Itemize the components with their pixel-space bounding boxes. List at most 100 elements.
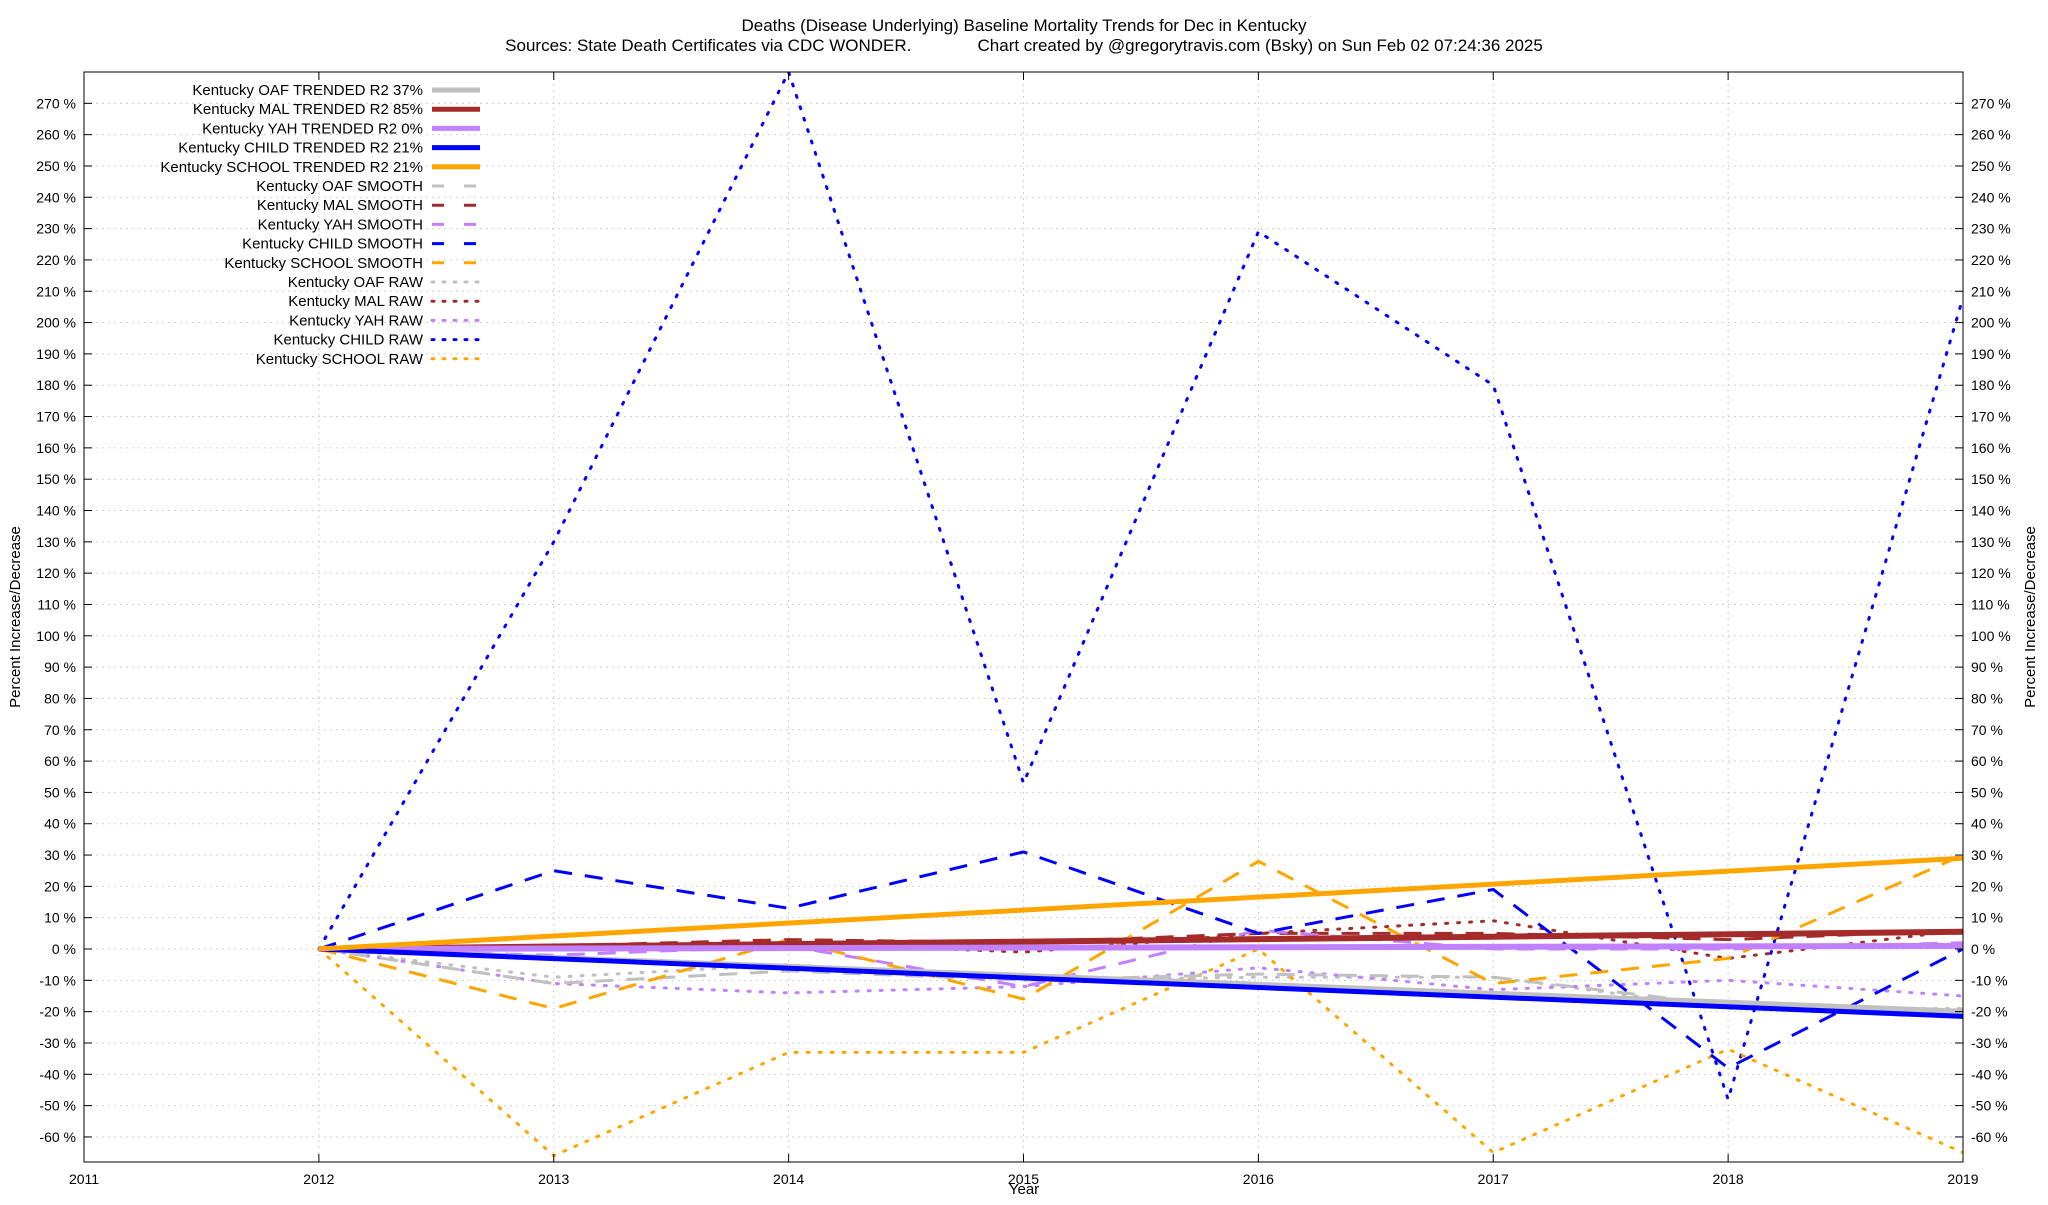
y-tick-label-right: 0 %: [1971, 941, 1995, 957]
y-tick-label-right: 160 %: [1971, 440, 2011, 456]
y-tick-label-left: -10 %: [39, 972, 76, 988]
x-tick-label: 2011: [69, 1171, 99, 1187]
y-tick-label-left: 160 %: [36, 440, 76, 456]
y-tick-label-left: 120 %: [36, 565, 76, 581]
x-axis-label: Year: [1009, 1181, 1039, 1198]
y-tick-label-right: 120 %: [1971, 565, 2011, 581]
legend-label: Kentucky CHILD RAW: [274, 332, 424, 349]
series-lines: [317, 72, 1963, 1158]
y-tick-label-right: 220 %: [1971, 252, 2011, 268]
y-tick-label-left: -30 %: [39, 1035, 76, 1051]
y-tick-label-right: -50 %: [1971, 1098, 2008, 1114]
series-line-14: [317, 947, 1963, 1158]
y-tick-label-left: 270 %: [36, 95, 76, 111]
y-tick-label-left: 80 %: [44, 690, 76, 706]
legend-label: Kentucky OAF SMOOTH: [256, 178, 423, 195]
y-tick-label-left: 140 %: [36, 503, 76, 519]
x-tick-label: 2018: [1713, 1171, 1744, 1187]
x-tick-label: 2017: [1478, 1171, 1509, 1187]
y-tick-label-left: 190 %: [36, 346, 76, 362]
y-tick-label-right: -10 %: [1971, 972, 2008, 988]
y-tick-label-right: 60 %: [1971, 753, 2003, 769]
x-tick-label: 2012: [303, 1171, 334, 1187]
legend-label: Kentucky CHILD SMOOTH: [242, 236, 423, 253]
legend-label: Kentucky YAH RAW: [289, 312, 424, 329]
y-tick-label-right: 250 %: [1971, 158, 2011, 174]
y-tick-label-left: -60 %: [39, 1129, 76, 1145]
chart-title: Deaths (Disease Underlying) Baseline Mor…: [741, 16, 1307, 35]
y-tick-label-left: 50 %: [44, 784, 76, 800]
y-tick-label-left: -20 %: [39, 1004, 76, 1020]
y-tick-label-left: 110 %: [37, 596, 76, 612]
y-tick-label-right: 190 %: [1971, 346, 2011, 362]
grid: [83, 72, 1964, 1162]
x-tick-label: 2015: [1008, 1171, 1039, 1187]
y-tick-label-left: 60 %: [44, 753, 76, 769]
y-tick-label-left: 260 %: [36, 127, 76, 143]
x-tick-label: 2014: [773, 1171, 804, 1187]
series-line-12: [317, 947, 1963, 998]
y-tick-label-right: 70 %: [1971, 722, 2003, 738]
legend-label: Kentucky CHILD TRENDED R2 21%: [178, 140, 423, 157]
y-tick-label-left: 150 %: [36, 471, 76, 487]
series-line-3: [318, 946, 1963, 1019]
y-tick-label-right: 100 %: [1971, 628, 2011, 644]
axes: -60 % -60 % -50 % -50 % -40 % -40 % -30 % -30 %…: [36, 72, 2011, 1187]
y-tick-label-left: 10 %: [44, 910, 76, 926]
y-tick-label-right: 30 %: [1971, 847, 2003, 863]
legend-label: Kentucky SCHOOL RAW: [256, 351, 424, 368]
y-tick-label-right: 90 %: [1971, 659, 2003, 675]
y-tick-label-right: 230 %: [1971, 221, 2011, 237]
y-tick-label-left: 210 %: [36, 283, 76, 299]
y-tick-label-right: 50 %: [1971, 784, 2003, 800]
x-tick-label: 2013: [538, 1171, 569, 1187]
y-tick-label-left: 100 %: [36, 628, 76, 644]
y-tick-label-left: 200 %: [36, 315, 76, 331]
y-tick-label-left: 230 %: [36, 221, 76, 237]
y-tick-label-right: 20 %: [1971, 878, 2003, 894]
y-tick-label-right: -40 %: [1971, 1066, 2008, 1082]
legend-label: Kentucky YAH TRENDED R2 0%: [202, 120, 423, 137]
legend-label: Kentucky SCHOOL TRENDED R2 21%: [160, 159, 423, 176]
legend: Kentucky OAF TRENDED R2 37% Kentucky MAL …: [160, 82, 482, 368]
y-tick-label-left: 20 %: [44, 878, 76, 894]
y-axis-label: Percent Increase/Decrease: [7, 526, 24, 708]
y-tick-label-right: 130 %: [1971, 534, 2011, 550]
legend-label: Kentucky MAL TRENDED R2 85%: [193, 101, 423, 118]
y-tick-label-left: 250 %: [36, 158, 76, 174]
x-tick-label: 2019: [1947, 1171, 1978, 1187]
y-tick-label-left: 40 %: [44, 816, 76, 832]
series-line-8: [318, 850, 1963, 1070]
legend-label: Kentucky SCHOOL SMOOTH: [224, 255, 423, 272]
y-tick-label-left: 220 %: [36, 252, 76, 268]
y-tick-label-right: 260 %: [1971, 127, 2011, 143]
y-tick-label-right: 40 %: [1971, 816, 2003, 832]
y-tick-label-left: 90 %: [44, 659, 76, 675]
y-tick-label-left: 180 %: [36, 377, 76, 393]
y-tick-label-left: 130 %: [36, 534, 76, 550]
y-tick-label-right: 140 %: [1971, 503, 2011, 519]
x-tick-label: 2016: [1243, 1171, 1274, 1187]
y-tick-label-left: 30 %: [44, 847, 76, 863]
legend-label: Kentucky OAF TRENDED R2 37%: [192, 82, 423, 99]
y-tick-label-left: 0 %: [52, 941, 76, 957]
y-tick-label-right: 110 %: [1971, 596, 2010, 612]
series-line-9: [318, 853, 1963, 1010]
y-tick-label-left: -40 %: [39, 1066, 76, 1082]
y-tick-label-right: 170 %: [1971, 409, 2011, 425]
y-tick-label-left: -50 %: [39, 1098, 76, 1114]
legend-label: Kentucky OAF RAW: [288, 274, 424, 291]
series-line-4: [318, 855, 1963, 952]
y-tick-label-right: 200 %: [1971, 315, 2011, 331]
y2-axis-label: Percent Increase/Decrease: [2022, 526, 2039, 708]
legend-label: Kentucky MAL SMOOTH: [257, 197, 423, 214]
series-line-2: [318, 942, 1963, 952]
legend-label: Kentucky MAL RAW: [288, 293, 424, 310]
y-tick-label-left: 240 %: [36, 189, 76, 205]
y-tick-label-right: -60 %: [1971, 1129, 2008, 1145]
y-tick-label-left: 70 %: [44, 722, 76, 738]
y-tick-label-right: -30 %: [1971, 1035, 2008, 1051]
y-tick-label-right: 80 %: [1971, 690, 2003, 706]
